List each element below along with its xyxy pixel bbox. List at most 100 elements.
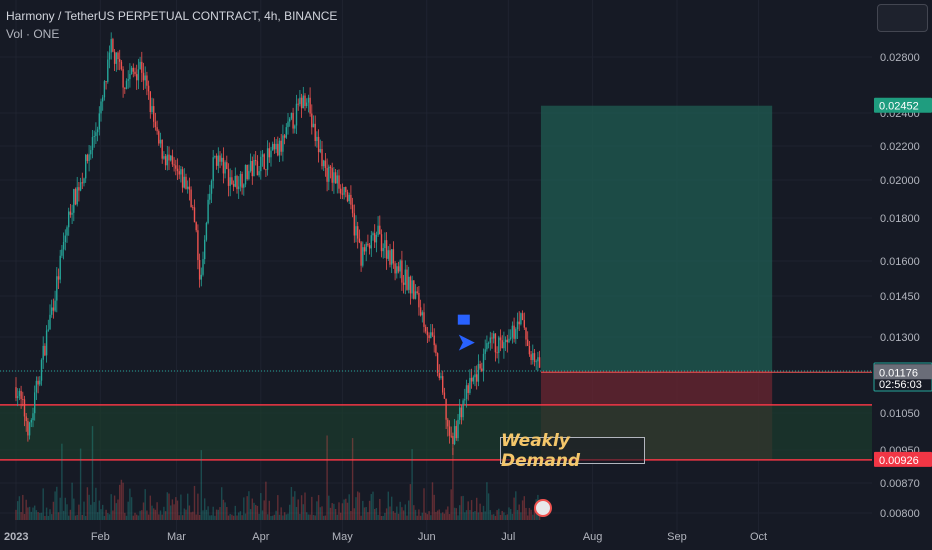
candle-body bbox=[527, 339, 529, 346]
candle-body bbox=[499, 337, 502, 341]
volume-bar bbox=[389, 506, 391, 520]
volume-bar bbox=[51, 514, 53, 520]
volume-bar bbox=[35, 510, 38, 520]
candle-body bbox=[35, 380, 38, 393]
volume-bar bbox=[304, 492, 306, 520]
price-tick-label: 0.01800 bbox=[880, 213, 920, 225]
candle-body bbox=[372, 233, 374, 236]
candle-body bbox=[348, 194, 350, 202]
candle-body bbox=[214, 155, 216, 158]
candle-body bbox=[391, 249, 393, 265]
candle-body bbox=[176, 168, 179, 172]
candle-body bbox=[419, 307, 422, 316]
volume-bar bbox=[431, 482, 434, 520]
candle-body bbox=[362, 247, 364, 266]
candle-body bbox=[323, 160, 325, 167]
symbol-title[interactable]: Harmony / TetherUS PERPETUAL CONTRACT, 4… bbox=[6, 9, 338, 23]
candle-body bbox=[518, 321, 520, 325]
time-tick-label: Oct bbox=[750, 531, 767, 543]
volume-bar bbox=[433, 494, 435, 520]
candle-body bbox=[164, 156, 167, 166]
volume-bar bbox=[416, 515, 418, 520]
candle-body bbox=[312, 123, 315, 128]
volume-indicator-label[interactable]: Vol · ONE bbox=[6, 27, 60, 41]
candle-body bbox=[399, 260, 401, 272]
candle-body bbox=[314, 123, 316, 142]
volume-bar bbox=[314, 515, 316, 520]
price-tick-label: 0.01050 bbox=[880, 408, 920, 420]
volume-bar bbox=[149, 495, 151, 520]
candle-body bbox=[141, 61, 143, 73]
volume-bar bbox=[190, 512, 192, 520]
candle-body bbox=[484, 349, 486, 354]
volume-bar bbox=[387, 491, 389, 520]
volume-bar bbox=[83, 501, 85, 520]
candle-body bbox=[309, 97, 311, 114]
candle-body bbox=[455, 426, 457, 439]
candle-body bbox=[465, 385, 468, 400]
candle-body bbox=[219, 155, 221, 162]
volume-bar bbox=[341, 503, 344, 520]
candle-body bbox=[130, 67, 133, 74]
candle-body bbox=[83, 178, 85, 184]
candle-body bbox=[193, 207, 196, 223]
candle-body bbox=[188, 186, 191, 190]
candle-body bbox=[453, 426, 456, 445]
candle-body bbox=[498, 337, 500, 353]
volume-bar bbox=[408, 500, 410, 520]
candle-body bbox=[226, 162, 228, 170]
volume-bar bbox=[419, 515, 422, 520]
candle-body bbox=[142, 72, 145, 81]
candle-body bbox=[292, 112, 294, 129]
volume-bar bbox=[421, 512, 423, 520]
volume-bar bbox=[22, 494, 24, 520]
candle-body bbox=[103, 81, 106, 98]
candle-body bbox=[343, 187, 345, 195]
candle-body bbox=[192, 207, 194, 209]
volume-bar bbox=[183, 508, 185, 520]
candle-body bbox=[462, 400, 464, 418]
price-tag-label: 0.01176 bbox=[879, 367, 918, 379]
candle-body bbox=[166, 154, 168, 166]
volume-bar bbox=[328, 495, 330, 520]
candle-body bbox=[248, 171, 250, 179]
time-tick-label: Apr bbox=[252, 531, 269, 543]
candle-body bbox=[56, 276, 58, 301]
volume-bar bbox=[384, 512, 386, 520]
candle-body bbox=[418, 292, 420, 308]
candle-body bbox=[374, 233, 376, 243]
volume-bar bbox=[236, 515, 238, 520]
candle-body bbox=[295, 103, 298, 126]
candle-body bbox=[287, 121, 289, 128]
candle-body bbox=[163, 156, 165, 159]
volume-bar bbox=[477, 512, 480, 520]
volume-bar bbox=[374, 508, 376, 520]
price-axis[interactable]: 0.028000.024000.022000.020000.018000.016… bbox=[880, 52, 920, 520]
volume-bar bbox=[294, 491, 296, 520]
candle-body bbox=[382, 248, 384, 252]
volume-bar bbox=[25, 499, 27, 520]
candle-body bbox=[394, 263, 396, 274]
volume-bar bbox=[253, 502, 255, 520]
volume-bar bbox=[285, 514, 287, 520]
chart-menu-button[interactable] bbox=[877, 4, 928, 32]
volume-bar bbox=[102, 504, 104, 520]
candle-body bbox=[129, 73, 131, 80]
candle-body bbox=[491, 337, 493, 339]
candle-body bbox=[331, 168, 333, 183]
volume-bar bbox=[452, 447, 454, 520]
time-axis[interactable]: 2023 Feb Mar Apr May Jun Jul Aug Sep Oct bbox=[4, 531, 767, 543]
volume-bar bbox=[277, 495, 279, 520]
volume-bar bbox=[464, 512, 466, 520]
volume-bar bbox=[345, 498, 347, 520]
volume-bar bbox=[525, 507, 527, 520]
candle-body bbox=[436, 353, 439, 374]
candle-body bbox=[336, 175, 338, 184]
volume-bar bbox=[406, 515, 408, 520]
volume-bar bbox=[248, 491, 250, 520]
candle-body bbox=[96, 129, 99, 133]
volume-bar bbox=[71, 482, 73, 520]
candle-body bbox=[181, 169, 184, 188]
volume-bar bbox=[275, 510, 277, 520]
